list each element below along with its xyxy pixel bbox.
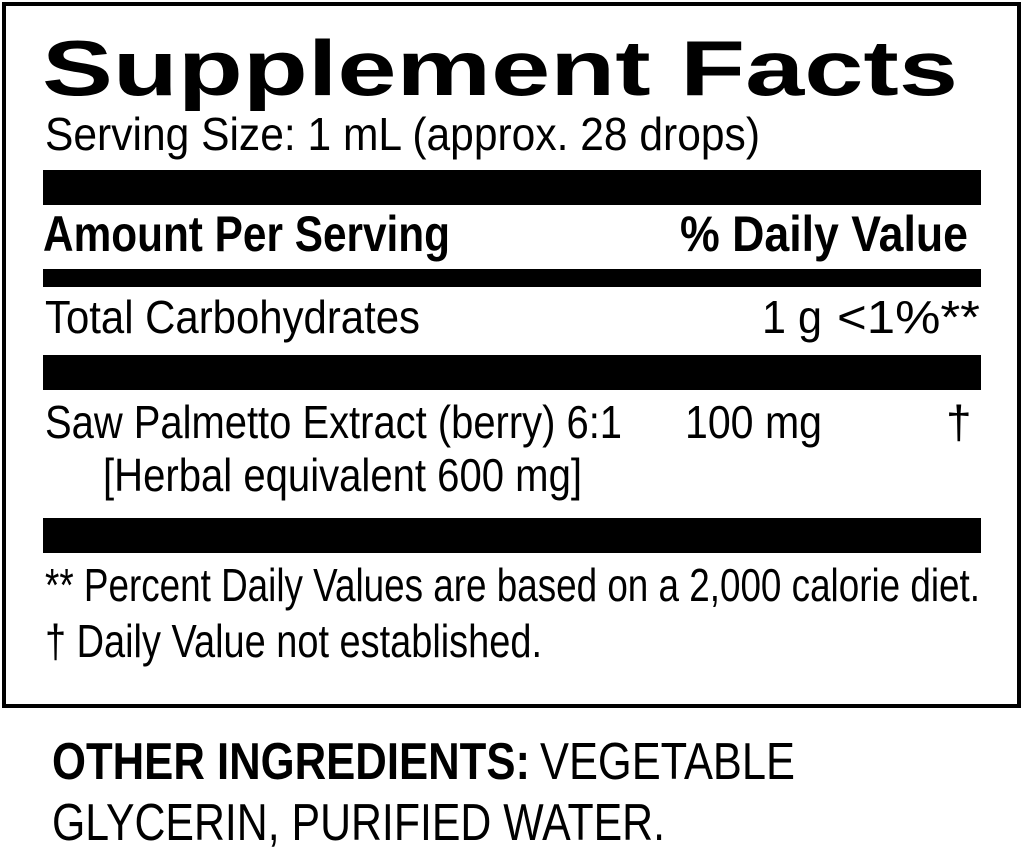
ingredient-amount: 100 mg	[685, 396, 822, 448]
other-ingredients-line1: VEGETABLE	[540, 733, 795, 791]
ingredient-name: Saw Palmetto Extract (berry) 6:1	[45, 396, 622, 448]
amount-per-serving-heading: Amount Per Serving	[43, 206, 450, 262]
divider-thick	[43, 518, 981, 553]
nutrient-name: Total Carbohydrates	[45, 291, 420, 343]
serving-size: Serving Size: 1 mL (approx. 28 drops)	[45, 108, 760, 160]
supplement-facts-panel	[2, 2, 1021, 708]
ingredient-herbal-equivalent: [Herbal equivalent 600 mg]	[103, 449, 582, 501]
nutrient-daily-value: <1%**	[837, 291, 980, 343]
footnote-daily-values: ** Percent Daily Values are based on a 2…	[45, 559, 981, 611]
daily-value-heading: % Daily Value	[680, 206, 968, 262]
other-ingredients-label: OTHER INGREDIENTS:	[52, 733, 530, 791]
footnote-not-established: † Daily Value not established.	[45, 615, 542, 667]
divider-thick	[43, 355, 981, 390]
panel-title: Supplement Facts	[42, 24, 958, 112]
divider-medium	[43, 269, 981, 287]
ingredient-daily-value: †	[946, 396, 972, 448]
other-ingredients-line2: GLYCERIN, PURIFIED WATER.	[52, 794, 665, 852]
divider-thick	[43, 170, 981, 205]
nutrient-amount: 1 g	[762, 291, 822, 343]
